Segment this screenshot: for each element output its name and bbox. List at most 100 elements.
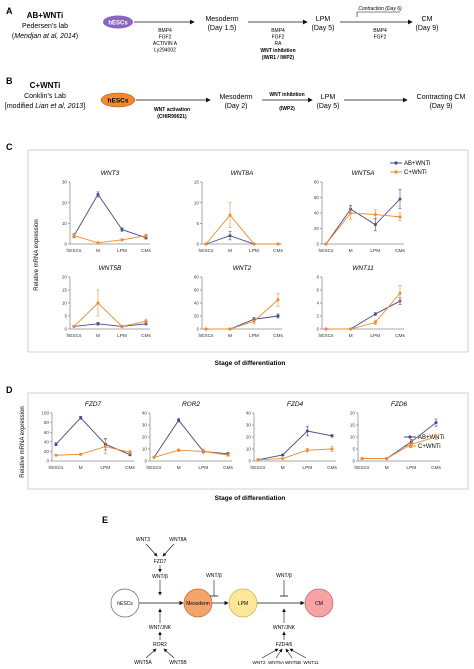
- data-point: [72, 324, 76, 328]
- data-point: [96, 241, 100, 245]
- y-tick-label: 20: [246, 435, 252, 440]
- data-point: [252, 242, 256, 246]
- y-tick-label: 0: [196, 242, 199, 247]
- chart-wnt11: WNT11 0 2 4 6 8 hESCs M LPM CMs: [316, 265, 405, 339]
- stage-a2: LPM: [316, 16, 331, 23]
- x-tick-label: hESCs: [355, 465, 371, 471]
- pathway-mid: WNT/β: [206, 573, 222, 579]
- panel-e: E WNT3 WNT8A FZD7 WNT/β hESCs Mesoderm L…: [102, 515, 334, 666]
- x-tick-label: CMs: [395, 333, 405, 339]
- y-tick-label: 10: [62, 301, 68, 306]
- y-tick-label: 0: [248, 459, 251, 464]
- data-point: [204, 327, 208, 331]
- x-tick-label: M: [79, 465, 83, 471]
- panel-b-lab: Conklin's Lab: [24, 93, 66, 100]
- panel-a-title: AB+WNTi: [27, 11, 64, 20]
- series-line-c: [73, 235, 147, 244]
- inhib-b-label: WNT inhibition: [269, 92, 304, 98]
- chart-ror2: ROR2 0 10 20 30 40 hESCs M LPM CMs: [142, 401, 234, 471]
- pathway-jnk-right: WNT/JNK: [273, 625, 296, 631]
- series-line-ab: [206, 315, 279, 330]
- stage-a1: Mesoderm: [205, 16, 238, 23]
- chart-wnt3: WNT3 0 10 20 30 hESCs M LPM CMs: [62, 170, 152, 254]
- time-a3: (Day 9): [416, 25, 439, 32]
- data-point: [54, 442, 58, 446]
- x-tick-label: hESCs: [199, 248, 215, 254]
- series-line-c: [326, 292, 401, 330]
- data-point: [324, 242, 328, 246]
- data-point: [349, 327, 353, 331]
- y-tick-label: 30: [142, 423, 148, 428]
- data-point: [96, 322, 100, 326]
- data-point: [324, 327, 328, 331]
- y-tick-label: 0: [316, 242, 319, 247]
- time-b1: (Day 2): [225, 103, 248, 110]
- data-point: [385, 457, 389, 461]
- data-point: [79, 452, 83, 456]
- y-tick-label: 15: [350, 423, 356, 428]
- data-point: [276, 298, 280, 302]
- factor-a2-1: FGF2: [272, 35, 285, 41]
- stage-b3: Contracting CM: [417, 94, 466, 101]
- x-tick-label: M: [349, 248, 353, 254]
- x-tick-label: CMs: [273, 248, 283, 254]
- data-point: [226, 453, 230, 457]
- y-tick-label: 40: [246, 411, 252, 416]
- chart-title: WNT11: [352, 265, 374, 272]
- x-tick-label: CMs: [273, 333, 283, 339]
- y-tick-label: 0: [46, 459, 49, 464]
- arrow-wnt5a-ror2: [145, 648, 157, 659]
- chart-title: WNT8A: [231, 170, 254, 177]
- x-tick-label: hESCs: [49, 465, 65, 471]
- x-tick-label: M: [281, 465, 285, 471]
- chart-wnt5a: WNT5A 0 20 40 60 80 hESCs M LPM CMs: [314, 170, 406, 254]
- x-tick-label: LPM: [249, 248, 259, 254]
- act-b-label: WNT activation: [154, 107, 190, 113]
- legend-c-ab-label: AB+WNTi: [404, 161, 430, 167]
- x-tick-label: LPM: [100, 465, 110, 471]
- data-point: [360, 457, 364, 461]
- lig-right-0: WNT2: [252, 660, 265, 665]
- panel-d-frame: [27, 392, 469, 490]
- cell-mesoderm-label: Mesoderm: [186, 601, 210, 607]
- x-tick-label: M: [228, 333, 232, 339]
- data-point: [305, 429, 309, 433]
- x-tick-label: M: [177, 465, 181, 471]
- data-point: [152, 455, 156, 459]
- legend-c-c-label: C+WNTi: [404, 170, 427, 176]
- y-tick-label: 5: [64, 314, 67, 319]
- data-point: [398, 215, 402, 219]
- y-tick-label: 20: [62, 275, 68, 280]
- data-point: [120, 228, 124, 232]
- series-line-ab: [205, 235, 278, 245]
- x-tick-label: LPM: [302, 465, 312, 471]
- x-tick-label: CMs: [125, 465, 135, 471]
- y-tick-label: 30: [62, 180, 68, 185]
- time-a1: (Day 1.5): [208, 25, 237, 32]
- panel-label-b: B: [6, 76, 13, 86]
- arrow-wnt11-fzd: [289, 648, 307, 659]
- y-tick-label: 80: [44, 420, 50, 425]
- panel-a-lab: Pedersen's lab: [22, 23, 68, 30]
- x-tick-label: LPM: [198, 465, 208, 471]
- data-point: [330, 447, 334, 451]
- receptor-fzd46: FZD4/6: [276, 642, 293, 648]
- factor-a1-1: FGF2: [159, 35, 172, 41]
- panel-d-ylabel: Relative mRNA expression: [20, 406, 26, 477]
- x-tick-label: LPM: [406, 465, 416, 471]
- y-tick-label: 2: [316, 314, 319, 319]
- x-tick-label: CMs: [141, 248, 151, 254]
- data-point: [434, 435, 438, 439]
- series-line-c: [325, 212, 401, 245]
- y-tick-label: 60: [194, 288, 200, 293]
- chart-title: FZD7: [85, 401, 102, 408]
- pathway-top: WNT/β: [152, 574, 168, 580]
- y-tick-label: 60: [314, 195, 320, 200]
- data-point: [144, 234, 148, 238]
- data-point: [373, 213, 377, 217]
- factor-a3-1: FGF2: [374, 35, 387, 41]
- cell-cm: [304, 588, 334, 618]
- x-tick-label: LPM: [117, 248, 127, 254]
- y-tick-label: 10: [194, 200, 200, 205]
- y-tick-label: 0: [316, 327, 319, 332]
